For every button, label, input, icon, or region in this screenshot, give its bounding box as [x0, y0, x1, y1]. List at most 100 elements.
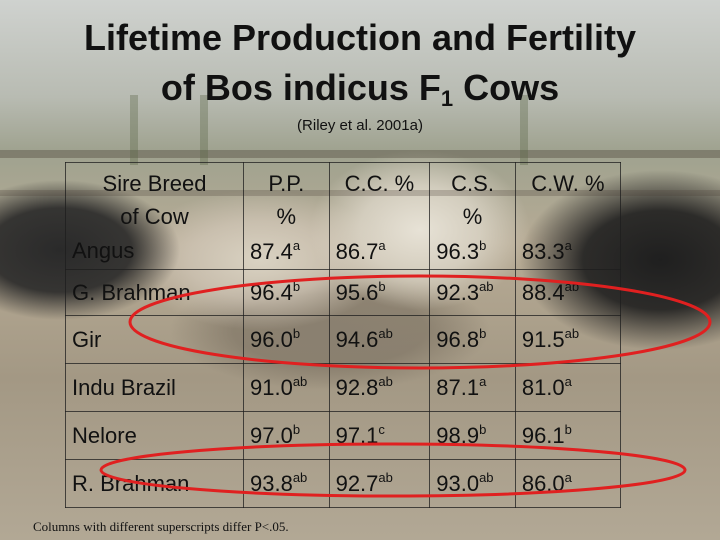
significance-superscript: ab	[564, 326, 580, 341]
cell-cw: 81.0a	[514, 363, 622, 412]
table-row: Indu Brazil 91.0ab 92.8ab 87.1a 81.0a	[65, 363, 622, 412]
cell-pp: 96.4b	[243, 269, 330, 316]
cell-pp: 91.0ab	[243, 363, 330, 412]
cell-value: 92.7	[335, 471, 379, 496]
significance-superscript: b	[564, 422, 572, 437]
cell-value: 92.3	[436, 280, 480, 305]
cell-pp: 93.8ab	[243, 459, 330, 508]
cell-cs: 98.9b	[429, 411, 516, 460]
table-row: Nelore 97.0b 97.1c 98.9b 96.1b	[65, 411, 622, 460]
cell-value: 88.4	[521, 280, 565, 305]
significance-superscript: ab	[378, 470, 393, 485]
cell-value: 96.3	[436, 238, 480, 264]
cell-value: 93.0	[436, 471, 480, 496]
table-row: Gir 96.0b 94.6ab 96.8b 91.5ab	[65, 315, 622, 364]
significance-superscript: ab	[564, 279, 580, 294]
cell-value: 96.0	[250, 327, 293, 352]
cell-value: 94.6	[335, 327, 379, 352]
cell-cc: 86.7a	[328, 233, 431, 270]
significance-superscript: ab	[292, 374, 308, 389]
significance-superscript: a	[564, 237, 572, 253]
cell-cc: 94.6ab	[328, 315, 431, 364]
cell-breed: Angus	[65, 233, 244, 270]
cell-value: 95.6	[335, 280, 379, 305]
fence-rail	[0, 150, 720, 158]
cell-cc: 92.8ab	[328, 363, 431, 412]
cell-cc: 97.1c	[328, 411, 431, 460]
significance-superscript: ab	[292, 470, 308, 485]
cell-pp: 97.0b	[243, 411, 330, 460]
cell-value: 87.4	[250, 238, 293, 264]
cell-value: 97.0	[250, 423, 293, 448]
significance-superscript: ab	[378, 326, 393, 341]
slide-title-line-2: of Bos indicus F1 Cows	[160, 67, 560, 111]
cell-breed: Indu Brazil	[65, 363, 244, 412]
cell-value: 81.0	[521, 375, 565, 400]
cell-cw: 88.4ab	[514, 269, 622, 316]
cell-cw: 91.5ab	[514, 315, 622, 364]
cell-pp: 96.0b	[243, 315, 330, 364]
header-cs: C.S.%	[429, 162, 516, 233]
significance-superscript: c	[378, 422, 385, 437]
cell-breed: R. Brahman	[65, 459, 244, 508]
significance-superscript: ab	[479, 470, 494, 485]
table-row: R. Brahman 93.8ab 92.7ab 93.0ab 86.0a	[65, 459, 622, 508]
cell-cs: 96.3b	[429, 233, 516, 270]
tree	[130, 95, 138, 165]
significance-superscript: a	[479, 374, 487, 389]
cell-value: 97.1	[335, 423, 379, 448]
footnote: Columns with different superscripts diff…	[33, 519, 289, 534]
significance-superscript: a	[564, 470, 572, 485]
cell-cc: 95.6b	[328, 269, 431, 316]
significance-superscript: b	[479, 326, 487, 341]
cell-value: 91.0	[250, 375, 293, 400]
cell-value: 96.1	[521, 423, 565, 448]
cell-breed: Gir	[65, 315, 244, 364]
cell-value: 96.4	[250, 280, 293, 305]
cell-breed: Nelore	[65, 411, 244, 460]
table-row: G. Brahman 96.4b 95.6b 92.3ab 88.4ab	[65, 269, 622, 316]
significance-superscript: b	[479, 237, 487, 253]
table-row: Angus 87.4a 86.7a 96.3b 83.3a	[65, 233, 622, 270]
header-cw: C.W. %	[514, 162, 622, 233]
significance-superscript: b	[292, 422, 301, 437]
cell-cs: 87.1a	[429, 363, 516, 412]
results-table: Sire Breed of Cow P.P.% C.C. % C.S.% C.W.…	[65, 162, 622, 508]
subscript: 1	[440, 86, 454, 111]
header-sire-breed: Sire Breed of Cow	[65, 162, 244, 233]
cell-cw: 96.1b	[514, 411, 622, 460]
cell-value: 92.8	[335, 375, 379, 400]
significance-superscript: a	[292, 237, 301, 253]
significance-superscript: b	[479, 422, 487, 437]
header-pp: P.P.%	[243, 162, 330, 233]
cell-pp: 87.4a	[243, 233, 330, 270]
significance-superscript: b	[292, 326, 301, 341]
cell-value: 86.0	[521, 471, 565, 496]
tree	[520, 95, 528, 165]
significance-superscript: ab	[378, 374, 393, 389]
cell-cc: 92.7ab	[328, 459, 431, 508]
cell-value: 98.9	[436, 423, 480, 448]
cell-cw: 86.0a	[514, 459, 622, 508]
header-cc: C.C. %	[328, 162, 431, 233]
citation: (Riley et al. 2001a)	[297, 117, 423, 134]
cell-value: 86.7	[335, 238, 379, 264]
cell-cs: 92.3ab	[429, 269, 516, 316]
cell-value: 83.3	[521, 238, 565, 264]
significance-superscript: a	[564, 374, 572, 389]
cell-value: 96.8	[436, 327, 480, 352]
cell-cs: 96.8b	[429, 315, 516, 364]
cell-value: 93.8	[250, 471, 293, 496]
cell-cw: 83.3a	[514, 233, 622, 270]
table-header-row: Sire Breed of Cow P.P.% C.C. % C.S.% C.W.…	[65, 162, 622, 233]
significance-superscript: b	[292, 279, 301, 294]
significance-superscript: b	[378, 279, 386, 294]
cell-breed: G. Brahman	[65, 269, 244, 316]
cell-value: 87.1	[436, 375, 480, 400]
significance-superscript: a	[378, 237, 386, 253]
cell-value: 91.5	[521, 327, 565, 352]
slide-title-line-1: Lifetime Production and Fertility	[83, 17, 637, 58]
cell-cs: 93.0ab	[429, 459, 516, 508]
tree	[200, 95, 208, 165]
significance-superscript: ab	[479, 279, 494, 294]
